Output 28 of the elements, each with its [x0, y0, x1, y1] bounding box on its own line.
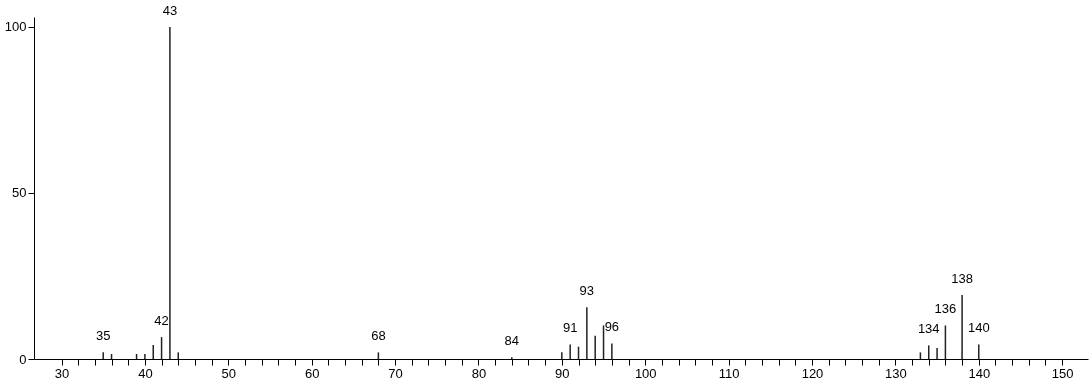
x-tick-label: 150 — [1051, 365, 1074, 381]
y-tick-label: 0 — [19, 351, 27, 367]
annotation: 42 — [154, 313, 169, 329]
annotation: 140 — [967, 320, 990, 336]
x-tick-label: 140 — [968, 365, 991, 381]
x-tick-label: 120 — [801, 365, 824, 381]
annotation: 138 — [951, 270, 973, 286]
annotation: 91 — [562, 320, 578, 336]
x-tick-label: 40 — [138, 365, 153, 381]
annotation: 68 — [371, 328, 386, 344]
x-tick-label: 80 — [471, 365, 487, 381]
x-tick-label: 30 — [54, 365, 70, 381]
annotation: 93 — [579, 283, 595, 299]
x-tick-label: 100 — [634, 365, 657, 381]
annotation: 134 — [917, 321, 940, 337]
x-tick-label: 60 — [304, 365, 320, 381]
annotation: 136 — [934, 301, 957, 317]
y-tick-label: 100 — [4, 19, 27, 35]
annotation: 96 — [604, 319, 620, 335]
x-tick-label: 110 — [718, 365, 740, 381]
y-tick-label: 50 — [12, 185, 27, 201]
annotation: 35 — [95, 328, 111, 344]
annotation: 43 — [162, 2, 178, 18]
x-tick-label: 130 — [885, 365, 907, 381]
x-tick-label: 90 — [555, 365, 570, 381]
x-tick-label: 50 — [221, 365, 237, 381]
x-tick-label: 70 — [388, 365, 403, 381]
annotation: 84 — [504, 333, 520, 349]
